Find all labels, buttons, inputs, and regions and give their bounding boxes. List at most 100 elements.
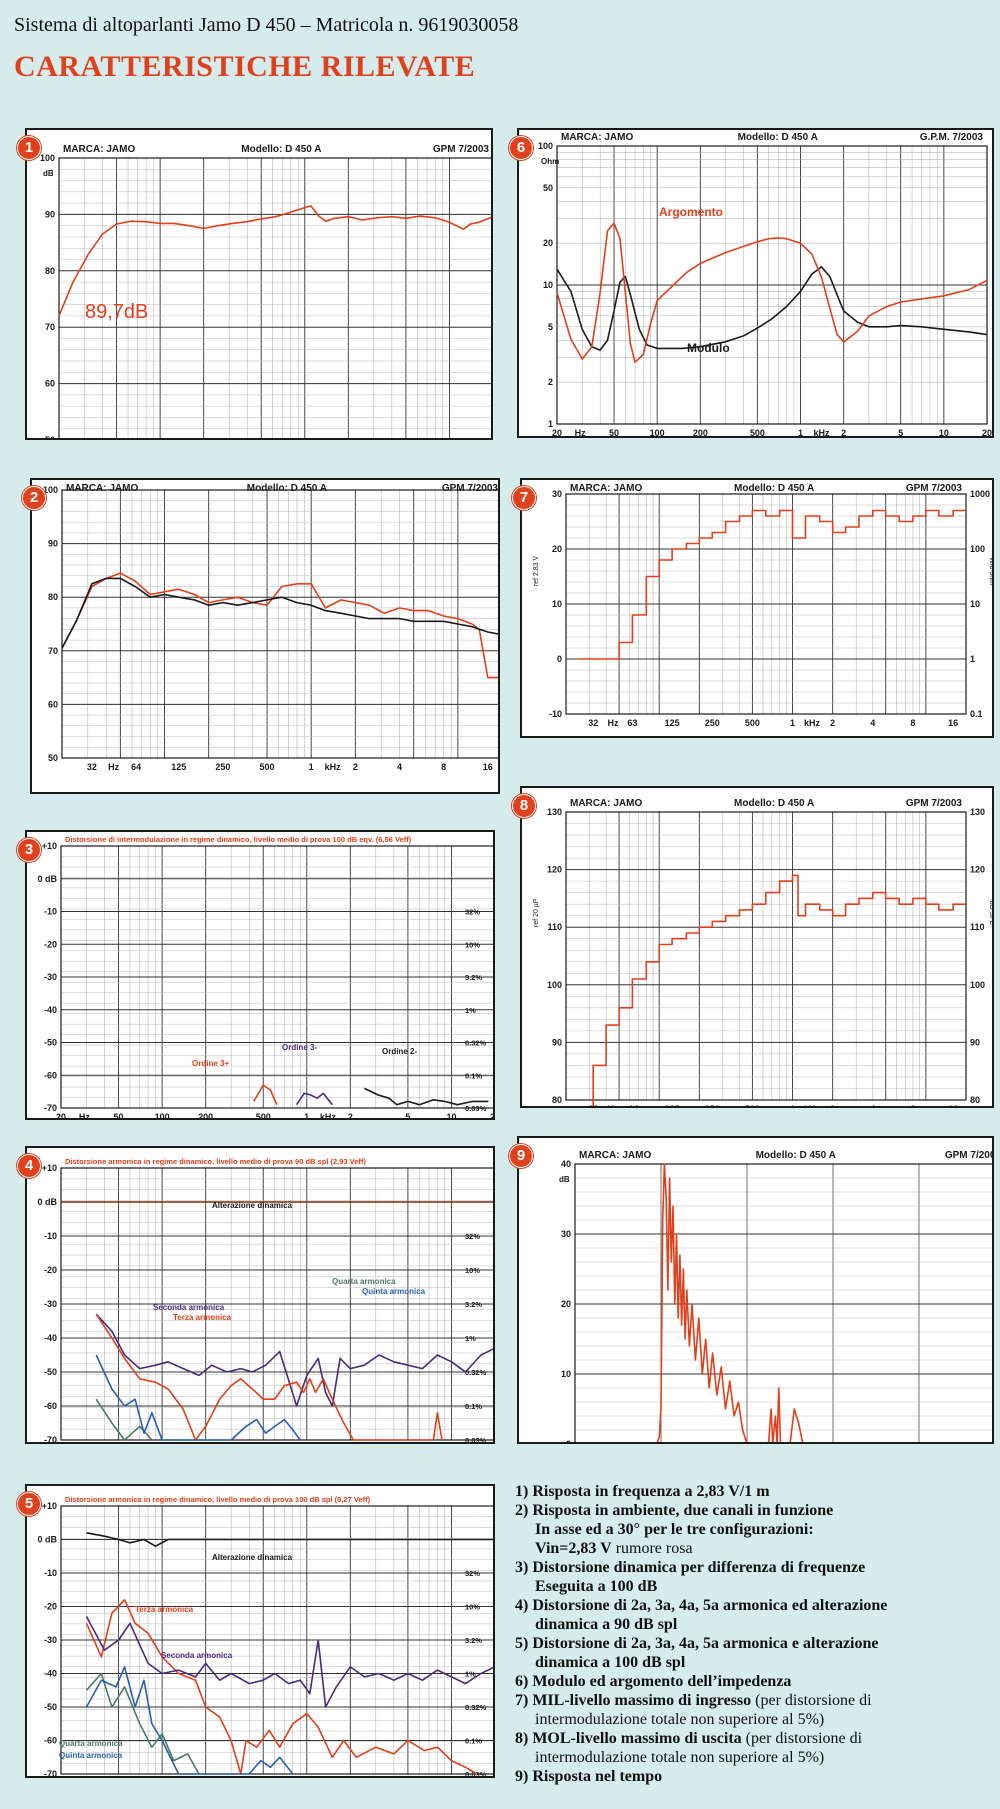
x-tick-label: 2 xyxy=(830,1104,835,1106)
legend-item-3: 3) Distorsione dinamica per differenza d… xyxy=(515,1559,866,1576)
chart-panel-2: 5060708090100506070809010032Hz6412525050… xyxy=(30,478,500,794)
y-tick-label: 20 xyxy=(552,544,562,554)
legend-item-2-vin: Vin=2,83 V rumore rosa xyxy=(535,1540,693,1557)
series-argomento xyxy=(556,222,988,363)
series-risposta xyxy=(58,205,491,317)
chart-c2-svg: 5060708090100506070809010032Hz6412525050… xyxy=(43,483,498,772)
x-tick-label: 1 xyxy=(304,1112,309,1118)
chart-model: Modello: D 450 A xyxy=(241,144,321,155)
x-tick-label: 250 xyxy=(705,718,720,728)
y-tick-label-right: 100 xyxy=(970,980,985,990)
chart-brand: MARCA: JAMO xyxy=(579,1150,651,1161)
y-tick-label: -70 xyxy=(44,1103,57,1113)
y-tick-label-right: 120 xyxy=(970,865,985,875)
y-tick-label: -10 xyxy=(44,907,57,917)
y-tick-label: 70 xyxy=(48,646,58,656)
chart-c9-grid xyxy=(574,1163,992,1442)
series-mil xyxy=(578,509,966,660)
chart-title: Distorsione armonica in regime dinamico,… xyxy=(65,1495,371,1504)
y2-tick-label: 0.1 xyxy=(970,709,983,719)
y2-tick-label: 0.1% xyxy=(465,1071,482,1080)
y-axis-label: dB xyxy=(559,1175,570,1184)
series-label: Quinta armonica xyxy=(59,1751,123,1760)
y-tick-label: 2 xyxy=(548,377,553,387)
x-tick-label: 8 xyxy=(910,718,915,728)
x-tick-label: 125 xyxy=(665,718,680,728)
x-tick-label: kHz xyxy=(325,762,342,772)
x-tick-label: 10 xyxy=(939,428,949,436)
series-seconda-armonica xyxy=(85,1616,493,1708)
y2-tick-label: 1 xyxy=(970,654,975,664)
series-label: Ordine 3+ xyxy=(192,1059,229,1068)
x-tick-label: 200 xyxy=(693,428,708,436)
series-label: Quarta armonica xyxy=(332,1277,396,1286)
series-label: Modulo xyxy=(687,341,730,355)
x-tick-label: 1 xyxy=(790,718,795,728)
legend-item-4: 4) Distorsione di 2a, 3a, 4a, 5a armonic… xyxy=(515,1597,888,1614)
y-tick-label: -40 xyxy=(44,1005,57,1015)
y-tick-label: 0 dB xyxy=(37,1197,57,1207)
x-tick-label: 500 xyxy=(260,762,275,772)
chart-c8-grid xyxy=(565,811,967,1101)
y-tick-label-right: 80 xyxy=(970,1095,980,1105)
series-alterazione-dinamica xyxy=(86,1532,493,1547)
y-tick-label: 60 xyxy=(48,699,58,709)
chart-c6-frame xyxy=(556,145,988,425)
x-tick-label: 250 xyxy=(705,1104,720,1106)
y-tick-label: -70 xyxy=(44,1435,57,1442)
y-tick-label: -30 xyxy=(44,972,57,982)
x-tick-label: 8 xyxy=(441,762,446,772)
y-tick-label: 100 xyxy=(538,141,553,151)
series-label: Quarta armonica xyxy=(59,1739,123,1748)
chart-date: GPM 7/2003 xyxy=(945,1150,992,1161)
x-tick-label: 1 xyxy=(309,762,314,772)
y2-axis-label: dB SPL xyxy=(988,901,992,925)
series-label: Terza armonica xyxy=(135,1605,194,1614)
y-tick-label: 90 xyxy=(45,209,55,219)
y-tick-label: -30 xyxy=(44,1635,57,1645)
chart-brand: MARCA: JAMO xyxy=(63,144,135,155)
y2-tick-label: 0.1% xyxy=(465,1737,482,1746)
chart-number-badge: 9 xyxy=(509,1144,533,1168)
x-tick-label: 500 xyxy=(745,718,760,728)
series-label: Argomento xyxy=(659,205,723,219)
y2-tick-label: 3.2% xyxy=(465,973,482,982)
y-tick-label-right: 130 xyxy=(970,807,985,817)
y2-tick-label: 0.32% xyxy=(465,1703,487,1712)
y-tick-label: 0 dB xyxy=(37,1535,57,1545)
y-tick-label-right: 90 xyxy=(970,1037,980,1047)
chart-date: GPM 7/2003 xyxy=(906,483,963,494)
y-tick-label: 50 xyxy=(45,435,55,438)
series-label: Seconda armonica xyxy=(153,1303,225,1312)
y2-tick-label: 1000 xyxy=(970,489,990,499)
chart-c8-svg: 8090100110120130809010011012013032Hz6412… xyxy=(533,798,992,1106)
x-tick-label: 500 xyxy=(750,428,765,436)
chart-number-badge: 2 xyxy=(22,486,46,510)
x-tick-label: 250 xyxy=(215,762,230,772)
y-tick-label: 50 xyxy=(48,753,58,763)
y2-tick-label: 0.32% xyxy=(465,1368,487,1377)
y-tick-label: 70 xyxy=(45,322,55,332)
y-tick-label: 100 xyxy=(40,153,55,163)
x-tick-label: 100 xyxy=(650,428,665,436)
x-tick-label: Hz xyxy=(79,1112,90,1118)
page-subtitle: Sistema di altoparlanti Jamo D 450 – Mat… xyxy=(14,14,519,36)
series-terza-armonica xyxy=(85,1599,478,1775)
x-tick-label: Hz xyxy=(607,718,618,728)
chart-brand: MARCA: JAMO xyxy=(561,132,633,143)
y2-tick-label: 3.2% xyxy=(465,1300,482,1309)
y-tick-label: 40 xyxy=(561,1159,571,1169)
x-tick-label: 2 xyxy=(348,1112,353,1118)
y-tick-label: 10 xyxy=(543,280,553,290)
y-tick-label: 20 xyxy=(561,1299,571,1309)
y-tick-label: -30 xyxy=(44,1299,57,1309)
series-ordine-2- xyxy=(364,1087,489,1106)
x-tick-label: 2 xyxy=(841,428,846,436)
chart-number-badge: 4 xyxy=(17,1154,41,1178)
y2-tick-label: 32% xyxy=(465,908,480,917)
chart-c4-frame xyxy=(60,1167,493,1441)
y-tick-label: 110 xyxy=(547,922,562,932)
series-label: Seconda armonica xyxy=(161,1651,233,1660)
y-tick-label: 100 xyxy=(547,980,562,990)
